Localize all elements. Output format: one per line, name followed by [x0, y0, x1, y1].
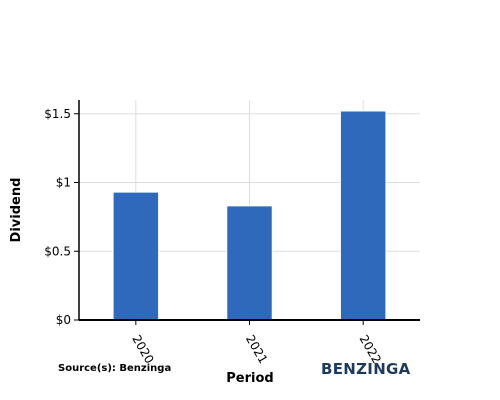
x-tick-label: 2020 — [129, 333, 156, 366]
y-axis-title: Dividend — [9, 178, 24, 243]
bar-2021 — [226, 205, 273, 321]
y-tick-label: $0 — [56, 313, 71, 327]
bar-2022 — [339, 110, 387, 321]
source-note: Source(s): Benzinga — [58, 363, 172, 374]
y-tick-label: $1.5 — [44, 107, 71, 121]
y-tick-label: $1 — [56, 176, 71, 190]
y-tick-label: $0.5 — [44, 244, 71, 258]
x-tick-label: 2021 — [243, 333, 270, 366]
x-axis-title: Period — [226, 371, 273, 386]
bar-2020 — [112, 191, 160, 321]
axes — [74, 100, 420, 325]
benzinga-logo: BENZINGA — [321, 360, 411, 378]
